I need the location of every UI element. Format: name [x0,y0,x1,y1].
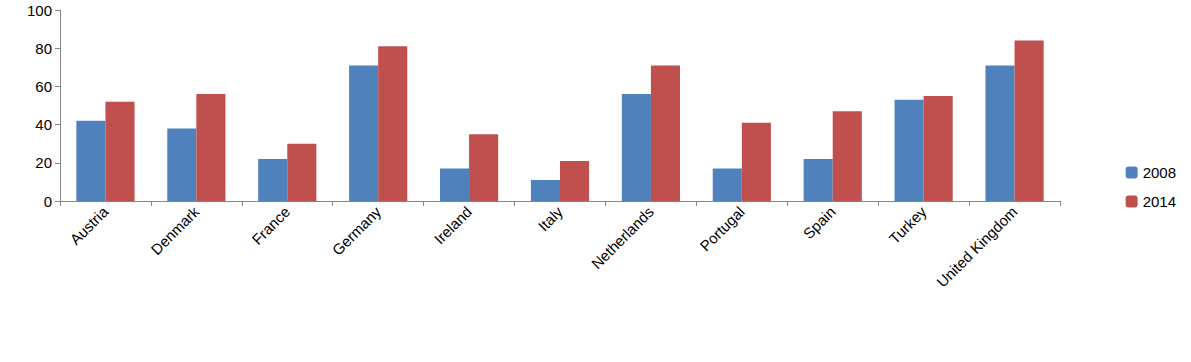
svg-text:2014: 2014 [1143,193,1176,210]
svg-text:Austria: Austria [66,203,111,248]
svg-text:France: France [248,203,293,248]
svg-text:20: 20 [35,154,52,171]
svg-text:Turkey: Turkey [886,203,930,247]
svg-text:2008: 2008 [1143,164,1176,181]
svg-text:Portugal: Portugal [696,203,747,254]
svg-text:100: 100 [27,2,52,19]
svg-text:Ireland: Ireland [431,203,475,247]
svg-text:0: 0 [44,193,52,210]
svg-text:Denmark: Denmark [147,203,202,258]
svg-text:Germany: Germany [329,203,385,259]
svg-text:United Kingdom: United Kingdom [933,203,1020,290]
svg-text:80: 80 [35,40,52,57]
svg-text:Italy: Italy [535,203,567,235]
svg-text:60: 60 [35,78,52,95]
svg-text:Netherlands: Netherlands [588,203,657,272]
svg-text:40: 40 [35,116,52,133]
svg-text:Spain: Spain [800,203,839,242]
